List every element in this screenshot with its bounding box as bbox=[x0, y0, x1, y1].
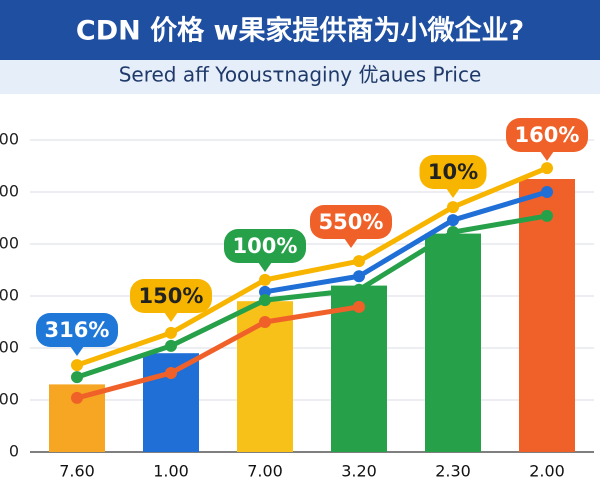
callout-pointer bbox=[258, 262, 272, 272]
line-point bbox=[165, 366, 177, 379]
callout bbox=[36, 313, 118, 347]
line-point bbox=[71, 391, 83, 404]
callout bbox=[310, 205, 392, 239]
callout-pointer bbox=[344, 238, 358, 248]
y-tick-label: 600 bbox=[0, 130, 19, 149]
line-point bbox=[71, 359, 83, 372]
line-point bbox=[541, 162, 553, 175]
line-point bbox=[541, 186, 553, 198]
y-tick-label: 300 bbox=[0, 286, 19, 305]
callout bbox=[506, 118, 588, 152]
x-tick-label: 2.30 bbox=[435, 462, 471, 481]
line-point bbox=[447, 201, 459, 214]
line-point bbox=[447, 214, 459, 227]
chart-title: CDN 价格 w果家提供商为小微企业? bbox=[76, 15, 524, 47]
callout-label: 550% bbox=[319, 210, 384, 234]
y-tick-label: 100 bbox=[0, 390, 19, 409]
line-point bbox=[259, 285, 271, 298]
y-tick-label: 500 bbox=[0, 182, 19, 201]
bar bbox=[425, 233, 481, 452]
callout-label: 10% bbox=[428, 160, 478, 184]
callout-pointer bbox=[164, 312, 178, 322]
callout bbox=[419, 155, 487, 189]
callout-label: 150% bbox=[139, 284, 204, 308]
line-point bbox=[165, 339, 177, 352]
line-point bbox=[353, 255, 365, 268]
line-point bbox=[353, 270, 365, 283]
subtitle-band bbox=[0, 60, 600, 94]
callout bbox=[130, 279, 212, 313]
callout-label: 160% bbox=[515, 123, 580, 147]
header-band bbox=[0, 0, 600, 60]
line-point bbox=[259, 294, 271, 307]
y-tick-label: 0 bbox=[9, 442, 19, 461]
line-point bbox=[71, 371, 83, 384]
line-point bbox=[447, 226, 459, 239]
line bbox=[74, 213, 550, 380]
line bbox=[74, 165, 550, 368]
line-point bbox=[165, 326, 177, 339]
callout bbox=[224, 229, 306, 263]
line-point bbox=[353, 300, 365, 313]
x-tick-label: 7.00 bbox=[247, 462, 283, 481]
chart-subtitle: Sered aff Yoousτnaginy 优aues Price bbox=[119, 63, 482, 87]
y-tick-label: 400 bbox=[0, 234, 19, 253]
x-tick-label: 7.60 bbox=[59, 462, 95, 481]
y-tick-label: 200 bbox=[0, 338, 19, 357]
callout-label: 316% bbox=[45, 318, 110, 342]
bar bbox=[331, 285, 387, 452]
line bbox=[74, 304, 362, 401]
line bbox=[262, 189, 550, 295]
callout-pointer bbox=[70, 346, 84, 356]
callout-pointer bbox=[446, 188, 460, 198]
x-tick-label: 3.20 bbox=[341, 462, 377, 481]
x-tick-label: 2.00 bbox=[529, 462, 565, 481]
line-point bbox=[259, 273, 271, 286]
line-point bbox=[259, 316, 271, 328]
x-tick-label: 1.00 bbox=[153, 462, 189, 481]
line-point bbox=[541, 209, 553, 222]
callout-label: 100% bbox=[233, 234, 298, 258]
line-point bbox=[353, 283, 365, 296]
callout-pointer bbox=[540, 151, 554, 161]
bar bbox=[519, 179, 575, 452]
